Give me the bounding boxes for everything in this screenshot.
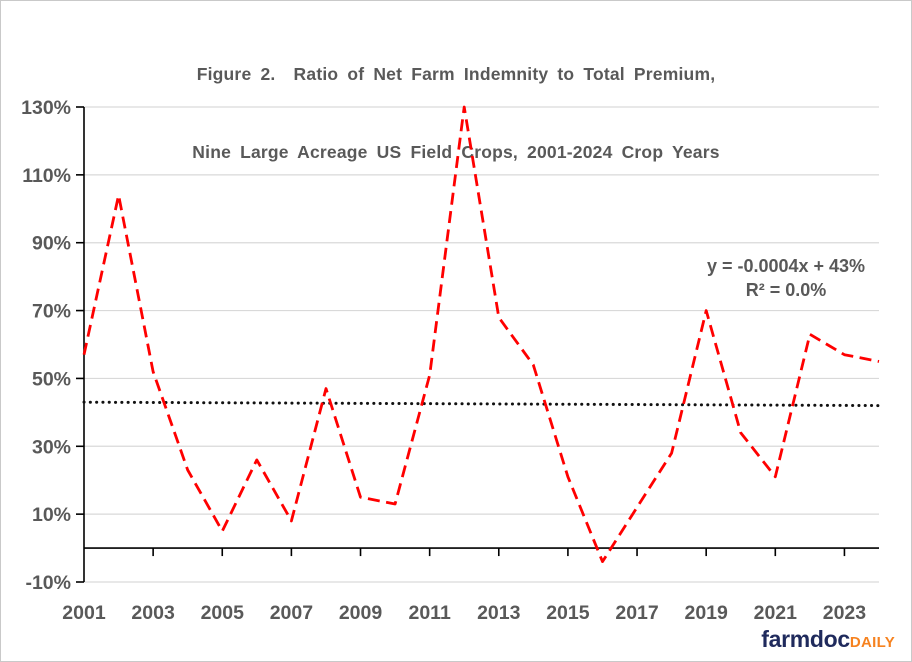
x-tick-label: 2001 xyxy=(62,602,106,624)
x-tick-label: 2003 xyxy=(131,602,175,624)
x-tick-label: 2015 xyxy=(546,602,590,624)
chart-title-line2: Nine Large Acreage US Field Crops, 2001-… xyxy=(192,142,720,162)
chart-title: Figure 2. Ratio of Net Farm Indemnity to… xyxy=(1,9,911,217)
y-tick-label: 90% xyxy=(32,233,71,255)
logo-daily-text: DAILY xyxy=(849,634,895,651)
trendline-annotation: y = -0.0004x + 43% R² = 0.0% xyxy=(656,254,911,302)
y-tick-label: 10% xyxy=(32,504,71,526)
y-tick-label: 130% xyxy=(21,97,71,119)
trendline-equation: y = -0.0004x + 43% xyxy=(706,256,866,276)
x-tick-label: 2017 xyxy=(615,602,658,624)
y-tick-label: -10% xyxy=(25,572,71,594)
x-tick-label: 2013 xyxy=(477,602,521,624)
x-tick-label: 2019 xyxy=(684,602,728,624)
y-tick-label: 110% xyxy=(22,165,71,187)
x-tick-label: 2005 xyxy=(201,602,245,624)
trend-line xyxy=(82,400,881,408)
x-tick-label: 2021 xyxy=(754,602,798,624)
x-tick-label: 2011 xyxy=(408,602,450,624)
trendline-r-squared: R² = 0.0% xyxy=(745,280,827,300)
farmdoc-daily-logo: farmdoc DAILY xyxy=(761,626,895,653)
x-tick-label: 2007 xyxy=(270,602,313,624)
indemnity-ratio-line xyxy=(82,105,880,563)
x-tick-label: 2023 xyxy=(823,602,867,624)
logo-farmdoc-text: farmdoc xyxy=(761,626,850,652)
y-tick-label: 70% xyxy=(32,301,71,323)
chart-title-line1: Figure 2. Ratio of Net Farm Indemnity to… xyxy=(196,64,716,84)
y-tick-label: 30% xyxy=(32,436,71,458)
y-tick-label: 50% xyxy=(32,368,71,390)
x-tick-label: 2009 xyxy=(339,602,383,624)
